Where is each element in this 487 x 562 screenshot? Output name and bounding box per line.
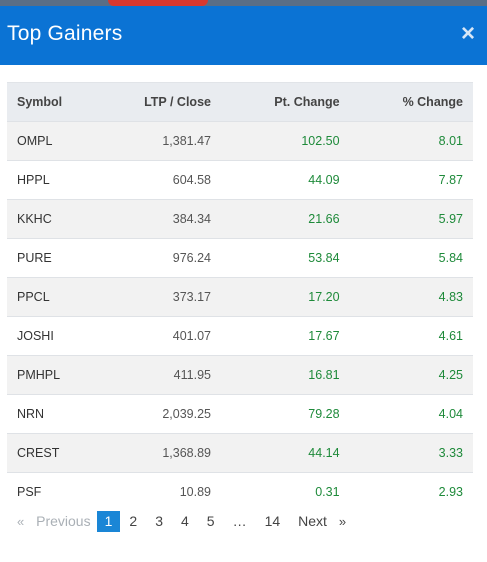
cell-ltp: 604.58 bbox=[172, 173, 211, 187]
cell-pct-change: 4.61 bbox=[438, 329, 463, 343]
page-button-1[interactable]: 1 bbox=[96, 511, 121, 532]
cell-ltp: 976.24 bbox=[172, 251, 211, 265]
table-row[interactable]: PSF 10.89 0.31 2.93 bbox=[7, 472, 473, 512]
cell-pct-change: 5.97 bbox=[438, 212, 463, 226]
table-row[interactable]: JOSHI 401.07 17.67 4.61 bbox=[7, 316, 473, 356]
cell-ltp: 10.89 bbox=[179, 485, 211, 500]
cell-ltp: 373.17 bbox=[172, 290, 211, 304]
cell-symbol[interactable]: PSF bbox=[17, 485, 42, 500]
table-row[interactable]: PPCL 373.17 17.20 4.83 bbox=[7, 277, 473, 317]
cell-pt-change: 16.81 bbox=[308, 368, 340, 382]
table-row[interactable]: NRN 2,039.25 79.28 4.04 bbox=[7, 394, 473, 434]
modal-header: Top Gainers × bbox=[0, 6, 487, 65]
cell-pt-change: 79.28 bbox=[308, 407, 340, 421]
cell-pt-change: 17.20 bbox=[308, 290, 340, 304]
previous-label: Previous bbox=[36, 513, 91, 529]
page-button-5[interactable]: 5 bbox=[206, 513, 215, 529]
cell-symbol[interactable]: NRN bbox=[17, 407, 45, 421]
cell-pt-change: 44.09 bbox=[308, 173, 340, 187]
cell-symbol[interactable]: JOSHI bbox=[17, 329, 54, 343]
cell-ltp: 1,381.47 bbox=[162, 134, 211, 148]
table-row[interactable]: PURE 976.24 53.84 5.84 bbox=[7, 238, 473, 278]
page-button-3[interactable]: 3 bbox=[155, 513, 163, 529]
next-button[interactable]: Next » bbox=[289, 511, 355, 532]
table-row[interactable]: CREST 1,368.89 44.14 3.33 bbox=[7, 433, 473, 473]
cell-pt-change: 102.50 bbox=[301, 134, 340, 148]
cell-pct-change: 4.83 bbox=[438, 290, 463, 304]
previous-button[interactable]: « Previous bbox=[10, 511, 97, 532]
gainers-table: Symbol LTP / Close Pt. Change % Change O… bbox=[7, 82, 473, 512]
cell-pct-change: 2.93 bbox=[438, 485, 463, 500]
cell-symbol[interactable]: OMPL bbox=[17, 134, 53, 148]
page-button-4[interactable]: 4 bbox=[180, 513, 189, 529]
cell-pct-change: 5.84 bbox=[438, 251, 463, 265]
cell-symbol[interactable]: KKHC bbox=[17, 212, 52, 226]
cell-ltp: 1,368.89 bbox=[162, 446, 211, 460]
cell-pct-change: 3.33 bbox=[438, 446, 463, 460]
column-header-symbol[interactable]: Symbol bbox=[7, 82, 112, 122]
cell-pct-change: 4.04 bbox=[438, 407, 463, 421]
cell-symbol[interactable]: PMHPL bbox=[17, 368, 61, 382]
cell-ltp: 384.34 bbox=[172, 212, 211, 226]
cell-pt-change: 17.67 bbox=[308, 329, 340, 343]
cell-pt-change: 53.84 bbox=[308, 251, 340, 265]
cell-symbol[interactable]: PURE bbox=[17, 251, 52, 265]
pagination: « Previous 1 2 3 4 5 … 14 Next » bbox=[10, 511, 355, 532]
page-button-14[interactable]: 14 bbox=[264, 513, 281, 529]
next-label: Next bbox=[298, 513, 327, 529]
column-header-ltp[interactable]: LTP / Close bbox=[111, 82, 221, 122]
table-header-row: Symbol LTP / Close Pt. Change % Change bbox=[7, 82, 473, 122]
cell-pct-change: 4.25 bbox=[438, 368, 463, 382]
table-row[interactable]: HPPL 604.58 44.09 7.87 bbox=[7, 160, 473, 200]
modal-title: Top Gainers bbox=[7, 22, 123, 45]
table-row[interactable]: OMPL 1,381.47 102.50 8.01 bbox=[7, 121, 473, 161]
cell-ltp: 411.95 bbox=[173, 368, 211, 382]
double-chevron-right-icon: » bbox=[338, 514, 347, 529]
cell-pt-change: 44.14 bbox=[308, 446, 340, 460]
gainers-table-container: Symbol LTP / Close Pt. Change % Change O… bbox=[7, 82, 473, 512]
table-row[interactable]: PMHPL 411.95 16.81 4.25 bbox=[7, 355, 473, 395]
background-badge bbox=[108, 0, 208, 6]
cell-ltp: 2,039.25 bbox=[162, 407, 211, 421]
column-header-pt-change[interactable]: Pt. Change bbox=[220, 82, 350, 122]
cell-symbol[interactable]: CREST bbox=[17, 446, 60, 460]
background-strip bbox=[0, 0, 487, 8]
cell-pt-change: 21.66 bbox=[308, 212, 340, 226]
cell-pct-change: 7.87 bbox=[438, 173, 463, 187]
cell-pct-change: 8.01 bbox=[438, 134, 463, 148]
cell-symbol[interactable]: PPCL bbox=[17, 290, 50, 304]
column-header-pct-change[interactable]: % Change bbox=[349, 82, 473, 122]
cell-ltp: 401.07 bbox=[172, 329, 211, 343]
table-row[interactable]: KKHC 384.34 21.66 5.97 bbox=[7, 199, 473, 239]
double-chevron-left-icon: « bbox=[17, 514, 25, 529]
page-button-2[interactable]: 2 bbox=[129, 513, 138, 529]
cell-pt-change: 0.31 bbox=[315, 485, 340, 500]
close-icon[interactable]: × bbox=[460, 20, 475, 47]
cell-symbol[interactable]: HPPL bbox=[17, 173, 50, 187]
pagination-ellipsis: … bbox=[232, 513, 247, 529]
